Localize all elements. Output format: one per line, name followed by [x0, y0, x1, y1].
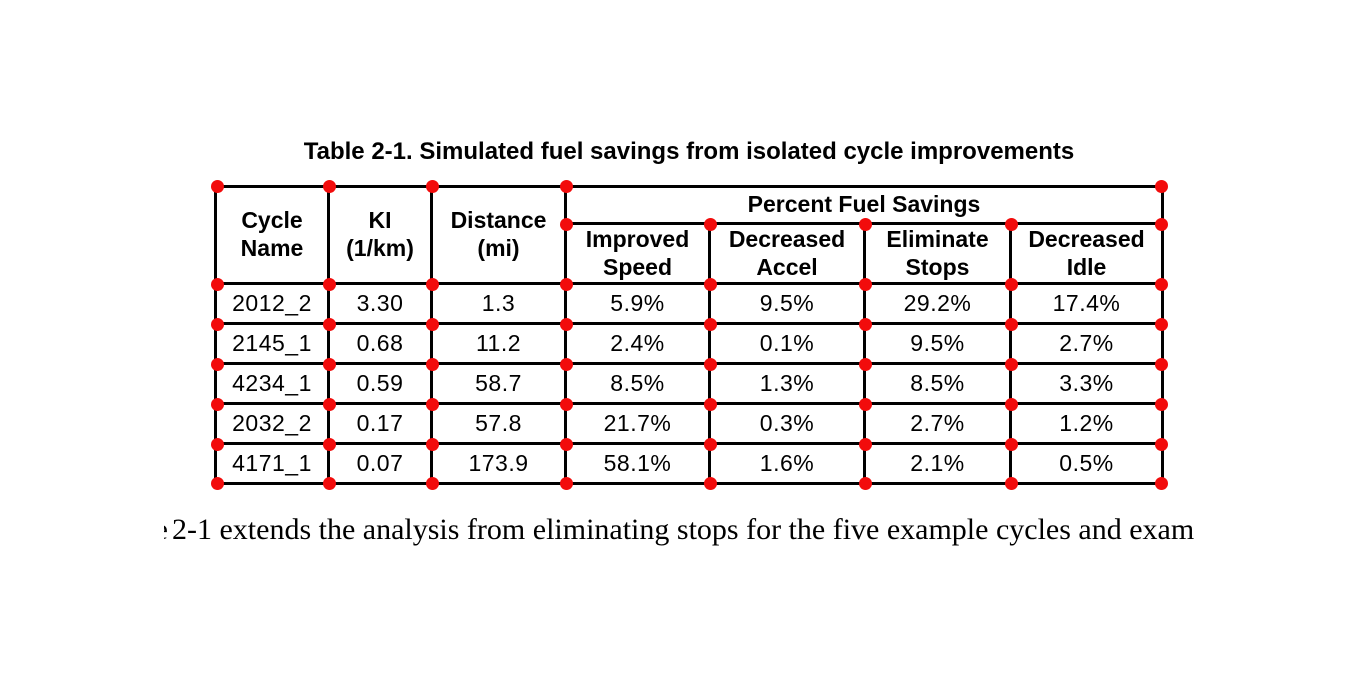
cell-ki: 3.30	[327, 282, 433, 325]
header-line: Idle	[1066, 253, 1107, 280]
cell-improved-speed: 5.9%	[564, 282, 711, 325]
cell-decreased-accel: 9.5%	[708, 282, 866, 325]
header-line: Distance	[450, 207, 547, 234]
cell-improved-speed: 58.1%	[564, 442, 711, 485]
clipped-word-fragment: e	[164, 513, 168, 548]
cell-cycle-name: 2032_2	[214, 402, 330, 445]
header-line: Stops	[905, 253, 970, 280]
table-row: 4171_1 0.07 173.9 58.1% 1.6% 2.1% 0.5%	[214, 442, 1164, 485]
cell-decreased-accel: 0.1%	[708, 322, 866, 365]
cell-eliminate-stops: 2.7%	[863, 402, 1012, 445]
cell-ki: 0.59	[327, 362, 433, 405]
cell-decreased-idle: 1.2%	[1009, 402, 1164, 445]
cell-decreased-accel: 1.3%	[708, 362, 866, 405]
cell-decreased-idle: 0.5%	[1009, 442, 1164, 485]
cell-decreased-accel: 0.3%	[708, 402, 866, 445]
cell-improved-speed: 21.7%	[564, 402, 711, 445]
cell-distance: 58.7	[430, 362, 567, 405]
cell-distance: 11.2	[430, 322, 567, 365]
header-line: Decreased	[1028, 225, 1145, 252]
header-line: Accel	[756, 253, 818, 280]
cell-eliminate-stops: 9.5%	[863, 322, 1012, 365]
header-line: Speed	[602, 253, 673, 280]
header-line: (1/km)	[346, 235, 414, 261]
header-eliminate-stops: Eliminate Stops	[863, 222, 1012, 285]
cell-improved-speed: 8.5%	[564, 362, 711, 405]
header-cycle-name: Cycle Name	[214, 185, 330, 285]
cell-ki: 0.07	[327, 442, 433, 485]
table-row: 4234_1 0.59 58.7 8.5% 1.3% 8.5% 3.3%	[214, 362, 1164, 405]
cell-improved-speed: 2.4%	[564, 322, 711, 365]
header-percent-fuel-savings: Percent Fuel Savings	[564, 185, 1164, 225]
cell-ki: 0.68	[327, 322, 433, 365]
header-decreased-idle: Decreased Idle	[1009, 222, 1164, 285]
cell-decreased-accel: 1.6%	[708, 442, 866, 485]
cell-distance: 1.3	[430, 282, 567, 325]
cell-cycle-name: 4171_1	[214, 442, 330, 485]
header-line: Decreased	[728, 225, 846, 252]
table-caption: Table 2-1. Simulated fuel savings from i…	[303, 138, 1075, 165]
header-line: (mi)	[477, 235, 520, 261]
cell-distance: 173.9	[430, 442, 567, 485]
table-row: 2032_2 0.17 57.8 21.7% 0.3% 2.7% 1.2%	[214, 402, 1164, 445]
header-distance: Distance (mi)	[430, 185, 567, 285]
body-text-line: e2-1 extends the analysis from eliminati…	[164, 513, 1194, 548]
cell-cycle-name: 4234_1	[214, 362, 330, 405]
body-text: 2-1 extends the analysis from eliminatin…	[172, 513, 1195, 546]
table-row: 2012_2 3.30 1.3 5.9% 9.5% 29.2% 17.4%	[214, 282, 1164, 325]
header-line: KI	[368, 207, 392, 234]
cell-ki: 0.17	[327, 402, 433, 445]
cell-eliminate-stops: 8.5%	[863, 362, 1012, 405]
table-row: 2145_1 0.68 11.2 2.4% 0.1% 9.5% 2.7%	[214, 322, 1164, 365]
cell-decreased-idle: 17.4%	[1009, 282, 1164, 325]
cell-eliminate-stops: 29.2%	[863, 282, 1012, 325]
header-ki: KI (1/km)	[327, 185, 433, 285]
cell-decreased-idle: 2.7%	[1009, 322, 1164, 365]
header-decreased-accel: Decreased Accel	[708, 222, 866, 285]
cell-cycle-name: 2012_2	[214, 282, 330, 325]
cell-decreased-idle: 3.3%	[1009, 362, 1164, 405]
header-line: Eliminate	[886, 225, 989, 252]
cell-eliminate-stops: 2.1%	[863, 442, 1012, 485]
fuel-savings-table: Cycle Name KI (1/km) Distance (mi) Perce…	[214, 185, 1164, 485]
header-line: Cycle	[241, 207, 303, 234]
cell-distance: 57.8	[430, 402, 567, 445]
header-line: Improved	[585, 225, 690, 252]
header-improved-speed: Improved Speed	[564, 222, 711, 285]
cell-cycle-name: 2145_1	[214, 322, 330, 365]
header-line: Name	[240, 235, 304, 261]
